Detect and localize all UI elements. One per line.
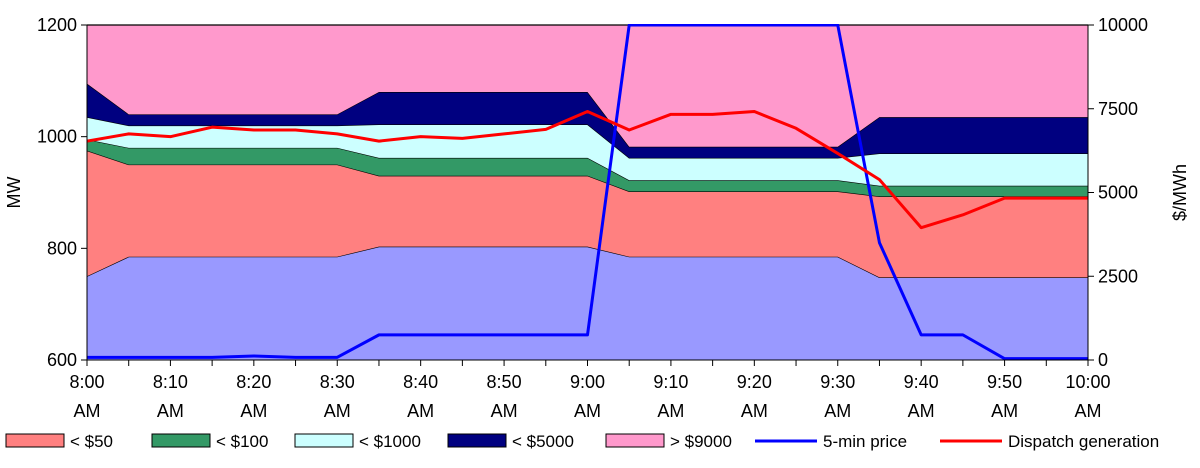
legend-label-lt-50: < $50 [70,432,113,451]
left-tick-label: 1200 [37,15,77,35]
area-base-0 [87,246,1088,360]
area-lt-100 [87,139,1088,197]
legend-label-lt-5000: < $5000 [512,432,574,451]
legend-swatch-lt-5000 [447,433,507,448]
left-tick-label: 1000 [37,127,77,147]
line-series [87,24,1088,361]
left-tick-label: 800 [47,238,77,258]
area-lt-5000 [87,83,1088,158]
x-tick-label-suffix: AM [574,401,601,421]
legend-item-lt-100: < $100 [151,432,268,451]
x-tick-label: 8:10 [153,372,188,392]
x-tick-label: 8:20 [236,372,271,392]
x-tick-label: 9:30 [820,372,855,392]
x-tick-label-suffix: AM [74,401,101,421]
legend-item-gt-9000: > $9000 [605,432,732,451]
line-dispatch-generation [87,110,1088,230]
x-tick-label-suffix: AM [824,401,851,421]
legend-swatch-lt-1000 [294,433,354,448]
x-tick-label-suffix: AM [1075,401,1102,421]
x-tick-label-suffix: AM [240,401,267,421]
legend-label-gt-9000: > $9000 [670,432,732,451]
legend-swatch-lt-100 [151,433,211,448]
x-tick-label: 9:10 [653,372,688,392]
legend-label-dispatch-generation: Dispatch generation [1008,432,1159,451]
legend-item-lt-50: < $50 [5,432,113,451]
stacked-areas [87,24,1088,360]
legend-label-5-min-price: 5-min price [823,432,907,451]
x-tick-label: 9:40 [904,372,939,392]
right-tick-label: 7500 [1098,99,1138,119]
x-tick-label: 9:50 [987,372,1022,392]
x-tick-label: 9:20 [737,372,772,392]
legend-item-lt-5000: < $5000 [447,432,574,451]
right-tick-label: 10000 [1098,15,1148,35]
x-tick-label: 8:30 [320,372,355,392]
legend: < $50 < $100 < $1000 < $5000 > $9000 5-min pr… [5,432,1159,451]
right-tick-label: 0 [1098,350,1108,370]
x-tick-label: 8:00 [69,372,104,392]
x-tick-label-suffix: AM [491,401,518,421]
x-tick-label-suffix: AM [324,401,351,421]
legend-label-lt-100: < $100 [216,432,268,451]
legend-item-lt-1000: < $1000 [294,432,421,451]
axes: 600 800 1000 1200 0 2500 5000 7500 10000 8:00 AM 8:… [4,15,1190,421]
legend-swatch-lt-50 [5,433,65,448]
x-tick-label: 9:00 [570,372,605,392]
x-tick-label-suffix: AM [657,401,684,421]
x-tick-label: 8:40 [403,372,438,392]
x-tick-label-suffix: AM [908,401,935,421]
legend-item-dispatch-generation: Dispatch generation [940,432,1159,451]
x-tick-label-suffix: AM [157,401,184,421]
x-tick-label: 8:50 [487,372,522,392]
legend-swatch-gt-9000 [605,433,665,448]
x-tick-label-suffix: AM [741,401,768,421]
left-axis-title: MW [4,176,24,208]
legend-label-lt-1000: < $1000 [359,432,421,451]
legend-item-5-min-price: 5-min price [755,432,907,451]
right-axis-title: $/MWh [1170,164,1190,221]
x-tick-label-suffix: AM [407,401,434,421]
area-gt-9000 [87,25,1088,147]
x-tick-label-suffix: AM [991,401,1018,421]
left-tick-label: 600 [47,350,77,370]
right-tick-label: 2500 [1098,266,1138,286]
x-tick-label: 10:00 [1065,372,1110,392]
area-lt-50 [87,150,1088,278]
line-5-min-price [87,24,1088,361]
right-tick-label: 5000 [1098,183,1138,203]
